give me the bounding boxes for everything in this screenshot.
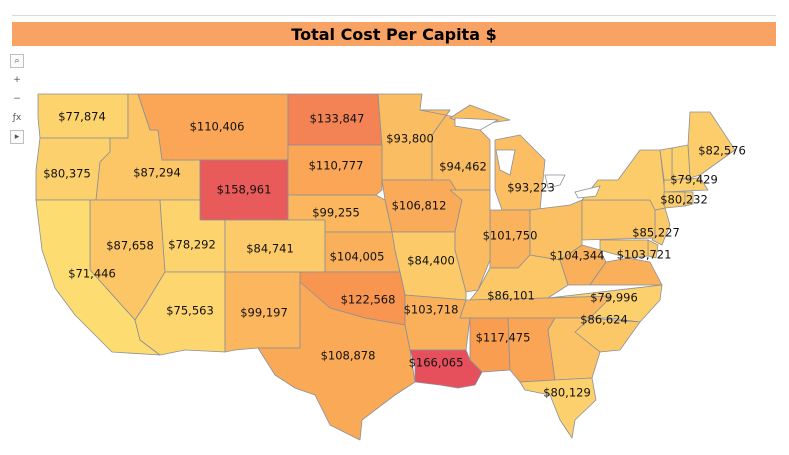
state-tx[interactable]	[257, 281, 416, 441]
state-tn[interactable]	[459, 295, 613, 319]
state-value-label-ky: $86,101	[487, 289, 535, 303]
state-value-label-in: $101,750	[483, 229, 538, 243]
state-value-label-nc: $79,996	[590, 291, 638, 305]
zoom-icon[interactable]: ⌕	[10, 54, 24, 68]
lake-shape-1	[495, 149, 516, 176]
state-ms[interactable]	[469, 317, 511, 373]
title-bar: Total Cost Per Capita $	[12, 22, 776, 46]
state-value-label-wv: $104,344	[550, 249, 605, 263]
state-value-label-wa: $77,874	[58, 110, 106, 124]
state-value-label-la: $166,065	[409, 356, 464, 370]
state-vt[interactable]	[659, 147, 673, 181]
state-value-label-wi: $94,462	[439, 160, 487, 174]
state-la[interactable]	[409, 349, 483, 389]
state-value-label-id: $87,294	[133, 166, 181, 180]
state-value-label-ut: $78,292	[168, 238, 216, 252]
state-value-label-ms: $117,475	[476, 331, 531, 345]
lake-shape-0	[454, 117, 500, 131]
play-icon[interactable]: ▸	[10, 130, 24, 144]
state-value-label-va: $103,721	[617, 248, 672, 262]
state-value-label-or: $80,375	[43, 167, 91, 181]
state-fl[interactable]	[519, 377, 597, 439]
state-value-label-ma: $80,232	[660, 193, 708, 207]
zoom-out-icon[interactable]: −	[13, 94, 21, 104]
state-value-label-nh: $79,429	[670, 173, 718, 187]
state-ri[interactable]	[684, 191, 694, 207]
state-value-label-ca: $71,446	[68, 267, 116, 281]
state-al[interactable]	[507, 317, 556, 383]
map-toolbar: ⌕ + − ƒx ▸	[10, 54, 24, 149]
state-value-label-ks: $104,005	[330, 250, 385, 264]
state-ga[interactable]	[547, 317, 601, 381]
state-value-label-ok: $122,568	[341, 293, 396, 307]
state-value-label-nv: $87,658	[106, 239, 154, 253]
state-md[interactable]	[599, 239, 649, 259]
state-value-label-nd: $133,847	[310, 112, 365, 126]
state-value-label-nj: $85,227	[632, 226, 680, 240]
lake-shape-3	[574, 185, 601, 199]
state-value-label-mo: $84,400	[407, 254, 455, 268]
state-value-label-co: $84,741	[246, 242, 294, 256]
state-sd[interactable]	[287, 144, 383, 196]
zoom-in-icon[interactable]: +	[13, 75, 21, 85]
state-value-label-sd: $110,777	[309, 159, 364, 173]
state-value-label-sc: $86,624	[580, 313, 628, 327]
state-oh[interactable]	[529, 199, 583, 261]
state-value-label-nm: $99,197	[240, 306, 288, 320]
state-value-label-mi: $93,223	[507, 181, 555, 195]
state-value-label-fl: $80,129	[543, 386, 591, 400]
state-il[interactable]	[449, 189, 491, 293]
lake-shape-2	[544, 174, 566, 189]
state-value-label-me: $82,576	[698, 144, 746, 158]
state-value-label-mn: $93,800	[386, 132, 434, 146]
state-value-label-tx: $108,878	[321, 349, 376, 363]
state-value-label-mt: $110,406	[190, 120, 245, 134]
state-value-label-ia: $106,812	[392, 199, 447, 213]
clear-filter-icon[interactable]: ƒx	[12, 113, 22, 123]
state-value-label-wy: $158,961	[217, 183, 272, 197]
header-rule	[12, 15, 776, 16]
state-value-label-ar: $103,718	[404, 303, 459, 317]
state-value-label-ne: $99,255	[312, 206, 360, 220]
page-title: Total Cost Per Capita $	[291, 24, 497, 44]
state-va[interactable]	[589, 257, 663, 286]
state-value-label-az: $75,563	[166, 304, 214, 318]
